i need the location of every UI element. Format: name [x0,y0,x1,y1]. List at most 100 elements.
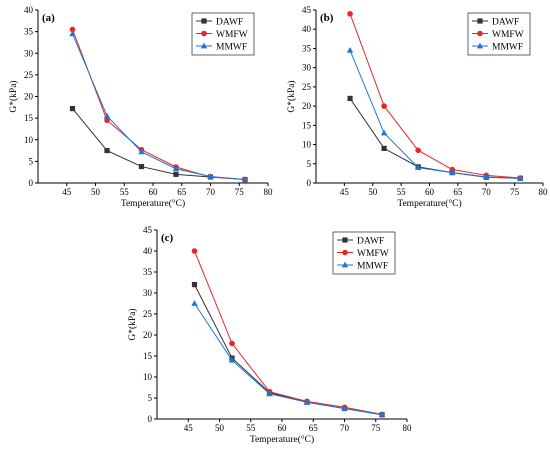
y-axis-title: G*(kPa) [8,80,19,112]
data-point-mmwf [346,46,354,53]
data-point-wmfw [229,340,235,347]
y-tick-label: 35 [24,27,34,37]
x-axis-title: Temperature(°C) [121,198,185,209]
y-tick-label: 40 [143,246,153,256]
y-tick-label: 15 [24,113,34,123]
y-tick-label: 30 [143,288,153,298]
series-line-dawf [349,98,521,179]
chart-panel-1: 45 50 55 60 65 70 75 80 0 5 10 15 20 25 30 35 40 Temperat… [8,5,273,209]
x-tick-label: 45 [184,423,194,433]
x-tick-label: 50 [368,187,378,197]
y-tick-label: 35 [302,43,312,53]
legend-label: MMWF [216,43,247,53]
data-point-dawf [69,106,76,112]
x-tick-label: 80 [403,423,413,433]
y-tick-label: 0 [148,414,153,424]
legend: DAWF WMFW MMWF [332,231,396,275]
x-axis-title: Temperature(°C) [397,198,461,209]
x-tick-label: 45 [340,187,350,197]
y-tick-label: 25 [143,309,153,319]
legend-marker [341,261,349,268]
data-point-mmwf [241,176,249,182]
data-point-wmfw [347,11,353,17]
data-point-wmfw [104,117,110,124]
legend-marker [477,18,483,24]
data-point-mmwf [303,398,311,405]
legend-label: MMWF [357,262,388,272]
x-tick-label: 65 [453,187,463,197]
data-point-wmfw [191,248,198,254]
y-tick-label: 20 [302,101,312,111]
legend-label: MMWF [492,43,523,53]
data-point-mmwf [138,148,145,155]
y-tick-label: 0 [307,178,312,188]
legend-label: WMFW [216,30,248,40]
data-point-dawf [104,147,110,154]
data-point-wmfw [415,147,421,154]
legend-marker [476,42,484,49]
x-tick-label: 65 [309,423,319,433]
x-tick-label: 70 [206,187,216,197]
y-tick-label: 5 [29,156,34,166]
y-axis-title: G*(kPa) [127,308,138,340]
legend-label: WMFW [492,30,524,40]
x-tick-label: 60 [425,187,435,197]
y-axis-title: G*(kPa) [286,80,297,112]
data-point-mmwf [449,169,456,176]
x-tick-label: 75 [371,423,381,433]
data-point-mmwf [517,174,524,181]
y-tick-label: 35 [143,267,153,277]
data-point-mmwf [378,410,386,417]
y-tick-label: 10 [24,135,34,145]
panel-label: (b) [320,12,334,24]
x-tick-label: 80 [539,187,549,197]
legend-marker [201,30,207,37]
data-point-mmwf [172,165,180,172]
x-tick-label: 55 [397,187,407,197]
series-line-mmwf [194,303,383,415]
x-tick-label: 80 [264,187,274,197]
y-tick-label: 15 [302,120,312,130]
legend-label: DAWF [357,237,384,247]
x-tick-label: 75 [510,187,520,197]
panel-label: (c) [161,232,174,244]
legend: DAWF WMFW MMWF [191,12,255,56]
x-tick-label: 50 [91,187,101,197]
data-point-dawf [381,145,387,151]
data-point-dawf [347,95,353,102]
panel-label: (a) [42,12,55,24]
legend-marker [342,237,348,243]
y-tick-label: 25 [302,82,312,92]
y-tick-label: 10 [143,372,153,382]
chart-panel-2: 45 50 55 60 65 70 75 80 0 5 10 15 20 25 30 35 40 45 Temper… [286,5,548,209]
y-tick-label: 40 [302,24,312,34]
x-tick-label: 55 [246,423,256,433]
y-tick-label: 45 [143,225,153,235]
data-point-mmwf [228,356,236,363]
x-tick-label: 75 [235,187,245,197]
data-point-dawf [138,163,145,170]
x-tick-label: 70 [340,423,350,433]
x-tick-label: 70 [482,187,492,197]
data-point-mmwf [483,173,490,180]
y-tick-label: 20 [24,92,34,102]
series-line-mmwf [349,50,521,179]
x-tick-label: 55 [120,187,130,197]
series-line-mmwf [72,33,246,181]
y-tick-label: 10 [302,140,312,150]
data-point-wmfw [381,103,387,109]
data-point-dawf [191,282,198,288]
legend: DAWF WMFW MMWF [467,12,531,56]
legend-label: DAWF [216,18,243,28]
series-line-dawf [194,284,383,416]
data-point-wmfw [69,26,76,33]
data-point-mmwf [207,173,214,179]
y-tick-label: 5 [148,393,153,403]
data-point-mmwf [380,129,388,136]
x-tick-label: 45 [62,187,72,197]
series-line-dawf [72,108,246,181]
data-point-mmwf [266,390,273,397]
y-tick-label: 5 [307,159,312,169]
y-tick-label: 40 [24,5,34,15]
